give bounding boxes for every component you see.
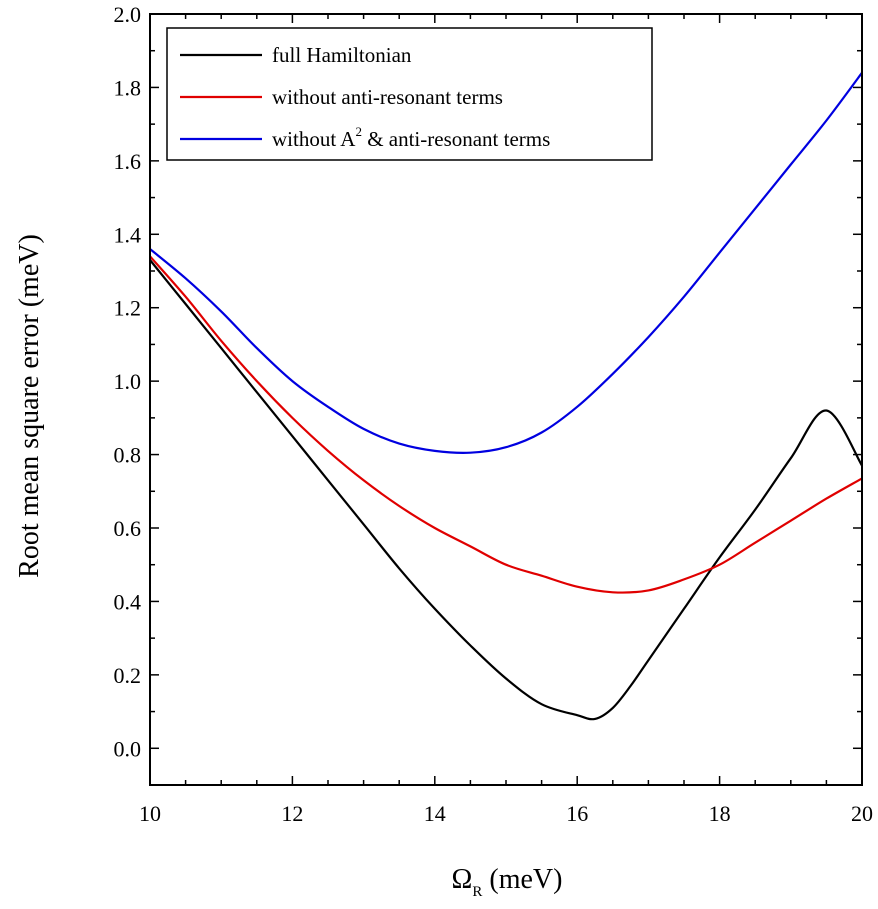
y-tick-label: 0.0	[114, 736, 142, 761]
x-tick-label: 14	[424, 801, 446, 826]
legend-text-part: without anti-resonant terms	[272, 85, 503, 109]
y-tick-label: 0.4	[114, 589, 142, 614]
x-tick-label: 20	[851, 801, 873, 826]
y-tick-label: 0.2	[114, 663, 142, 688]
x-axis-subscript: R	[472, 884, 482, 900]
y-tick-label: 1.0	[114, 369, 142, 394]
legend-label-2: without anti-resonant terms	[272, 85, 503, 109]
legend-label-1: full Hamiltonian	[272, 43, 412, 67]
x-axis-title: ΩR (meV)	[452, 864, 563, 900]
x-tick-label: 10	[139, 801, 161, 826]
y-tick-label: 0.6	[114, 516, 142, 541]
y-axis-title: Root mean square error (meV)	[14, 234, 45, 578]
legend-text-part: full Hamiltonian	[272, 43, 412, 67]
y-tick-label: 1.4	[114, 222, 142, 247]
y-tick-label: 1.8	[114, 75, 142, 100]
legend-text-part: without A	[272, 127, 356, 151]
y-tick-label: 1.6	[114, 149, 142, 174]
series-layer	[149, 72, 863, 721]
x-tick-label: 16	[566, 801, 588, 826]
series-line-1	[149, 259, 863, 721]
legend-label-3: without A2 & anti-resonant terms	[272, 124, 550, 151]
series-line-3	[149, 72, 863, 454]
legend-superscript: 2	[355, 124, 362, 139]
y-tick-label: 0.8	[114, 443, 142, 468]
legend: full Hamiltonian without anti-resonant te…	[166, 27, 653, 161]
y-tick-label: 1.2	[114, 296, 142, 321]
x-axis-unit: (meV)	[482, 864, 562, 895]
axes-layer: 10 12 14 16 18 20 0.0 0.2 0.4 0.6 0.8 1.0 1.2 1.4 1.6 1…	[114, 2, 874, 826]
x-tick-label: 12	[281, 801, 303, 826]
series-line-2	[149, 255, 863, 594]
x-axis-symbol: Ω	[452, 864, 473, 895]
y-tick-label: 2.0	[114, 2, 142, 27]
x-tick-label: 18	[709, 801, 731, 826]
legend-text-part: & anti-resonant terms	[362, 127, 550, 151]
